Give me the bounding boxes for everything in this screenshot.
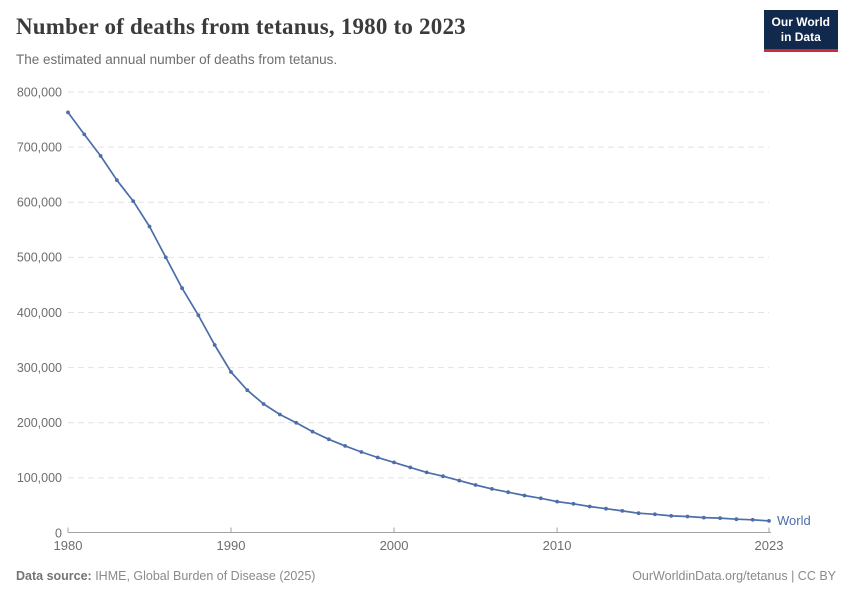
y-tick-label: 100,000 [17,471,62,485]
data-point[interactable] [555,499,559,504]
data-point[interactable] [473,483,478,487]
x-tick-label: 2000 [380,538,409,553]
data-point[interactable] [653,512,657,517]
owid-logo-line2: in Data [780,30,821,44]
data-source-label: Data source: [16,569,92,583]
data-point[interactable] [163,255,168,260]
y-tick-label: 600,000 [17,196,62,210]
trend-line-world[interactable] [67,111,770,522]
data-point[interactable] [701,515,706,520]
data-point[interactable] [457,478,462,483]
data-point[interactable] [685,514,690,519]
data-point[interactable] [294,420,299,425]
data-source: Data source: IHME, Global Burden of Dise… [16,569,315,583]
y-tick-label: 500,000 [17,251,62,265]
credit-link[interactable]: OurWorldinData.org/tetanus | CC BY [632,569,836,583]
data-point[interactable] [343,444,347,448]
page-title: Number of deaths from tetanus, 1980 to 2… [16,14,466,39]
data-point[interactable] [66,110,70,115]
data-point[interactable] [490,487,494,491]
y-tick-label: 300,000 [17,361,62,375]
data-point[interactable] [636,511,641,516]
data-point[interactable] [750,517,755,522]
owid-logo[interactable]: Our World in Data [763,10,838,52]
x-tick-label: 1990 [217,538,246,553]
data-point[interactable] [620,509,625,513]
data-point[interactable] [98,154,103,158]
data-point[interactable] [669,514,674,518]
data-point[interactable] [131,199,136,204]
data-point[interactable] [587,504,592,509]
data-point[interactable] [392,460,396,465]
data-point[interactable] [180,286,185,291]
data-point[interactable] [441,474,445,479]
data-point[interactable] [538,496,543,501]
data-point[interactable] [408,465,413,470]
y-tick-label: 400,000 [17,306,62,320]
data-point[interactable] [82,132,87,137]
data-point[interactable] [506,490,511,495]
y-tick-label: 0 [55,526,62,540]
x-tick-label: 2023 [755,538,784,553]
data-point[interactable] [229,370,233,374]
data-point[interactable] [718,516,722,520]
y-tick-label: 700,000 [17,140,62,154]
data-point[interactable] [147,224,152,229]
data-point[interactable] [375,455,380,460]
data-point[interactable] [115,178,119,183]
data-point[interactable] [359,450,364,454]
data-source-value: IHME, Global Burden of Disease (2025) [91,569,316,583]
data-point[interactable] [310,429,315,434]
data-point[interactable] [326,437,331,442]
data-point[interactable] [278,412,282,417]
data-point[interactable] [196,313,201,318]
data-point[interactable] [767,519,771,523]
owid-logo-line1: Our World [771,15,830,29]
series-label-world: World [777,513,811,528]
y-tick-label: 800,000 [17,85,62,99]
x-tick-label: 2010 [543,538,572,553]
data-point[interactable] [604,506,608,511]
data-point[interactable] [261,402,266,406]
y-tick-label: 200,000 [17,416,62,430]
page-subtitle: The estimated annual number of deaths fr… [16,52,338,67]
data-point[interactable] [245,388,250,393]
x-tick-label: 1980 [54,538,83,553]
data-point[interactable] [522,493,527,498]
data-point[interactable] [212,343,217,347]
data-point[interactable] [734,517,739,522]
data-point[interactable] [571,501,576,506]
data-point[interactable] [424,470,429,475]
